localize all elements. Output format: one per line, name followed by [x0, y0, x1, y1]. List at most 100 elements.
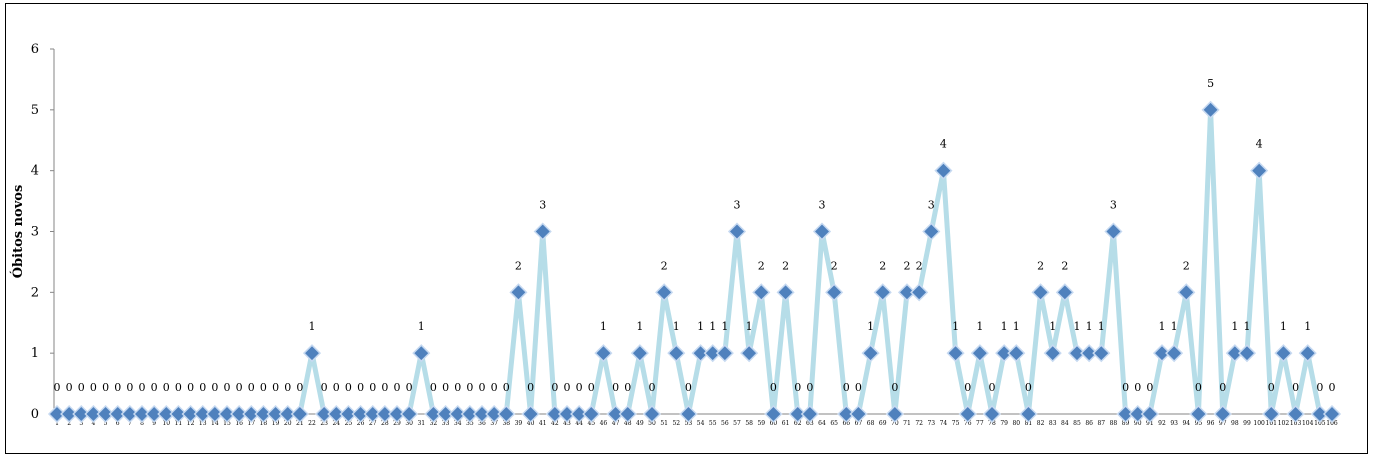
- data-point-marker: [825, 283, 844, 302]
- series-deaths: [54, 107, 1335, 417]
- data-label: 0: [126, 381, 133, 394]
- x-tick-label: 91: [1146, 420, 1154, 427]
- x-tick-label: 86: [1085, 420, 1093, 427]
- data-point-marker: [982, 404, 1002, 424]
- data-point-marker: [776, 283, 795, 302]
- x-tick-label: 87: [1097, 420, 1105, 427]
- data-point-marker: [545, 404, 564, 424]
- data-label: 0: [151, 381, 158, 394]
- data-label: 2: [1061, 259, 1068, 272]
- data-label: 0: [394, 381, 401, 394]
- x-tick-label: 55: [709, 420, 717, 427]
- x-tick-label: 74: [940, 420, 948, 427]
- x-tick-label: 82: [1037, 420, 1045, 427]
- data-point-marker: [278, 404, 297, 424]
- data-label: 1: [1098, 320, 1105, 333]
- data-label: 1: [952, 320, 959, 333]
- data-point-marker: [157, 404, 176, 424]
- data-label: 1: [697, 320, 704, 333]
- x-tick-label: 69: [879, 420, 887, 427]
- data-label: 3: [1110, 199, 1117, 212]
- x-tick-label: 84: [1061, 420, 1069, 427]
- data-point-marker: [703, 344, 722, 363]
- x-tick-label: 41: [539, 420, 547, 427]
- data-label: 0: [1195, 381, 1202, 394]
- x-tick-label: 70: [891, 420, 899, 427]
- x-tick-label: 61: [782, 420, 790, 427]
- data-point-marker: [1128, 404, 1147, 424]
- data-point-marker: [764, 404, 783, 424]
- data-markers: [47, 100, 1342, 424]
- x-tick-label: 63: [806, 420, 814, 427]
- data-point-marker: [630, 344, 649, 363]
- x-tick-label: 67: [855, 420, 863, 427]
- data-label: 0: [66, 381, 73, 394]
- x-tick-label: 17: [247, 420, 255, 427]
- data-label: 0: [199, 381, 206, 394]
- x-tick-label: 57: [733, 420, 741, 427]
- x-tick-label: 10: [162, 420, 170, 427]
- x-tick-label: 92: [1158, 420, 1166, 427]
- x-tick-label: 64: [818, 420, 826, 427]
- x-tick-label: 47: [612, 420, 620, 427]
- x-tick-label: 33: [442, 420, 450, 427]
- x-tick-label: 81: [1025, 420, 1033, 427]
- data-label: 0: [357, 381, 364, 394]
- data-point-marker: [1092, 344, 1111, 363]
- data-label: 0: [794, 381, 801, 394]
- data-point-marker: [1055, 283, 1074, 302]
- x-tick-label: 5: [104, 420, 108, 427]
- series-line: [54, 107, 1335, 417]
- x-tick-label: 99: [1243, 420, 1251, 427]
- data-label: 0: [406, 381, 413, 394]
- x-tick-label: 52: [672, 420, 680, 427]
- data-point-marker: [873, 283, 892, 302]
- data-point-marker: [497, 404, 516, 424]
- data-point-marker: [788, 404, 807, 424]
- data-label: 1: [1171, 320, 1178, 333]
- data-point-marker: [970, 344, 989, 363]
- data-point-marker: [230, 404, 249, 424]
- x-tick-label: 23: [320, 420, 328, 427]
- x-tick-label: 29: [393, 420, 401, 427]
- data-point-marker: [108, 404, 127, 424]
- data-label: 1: [673, 320, 680, 333]
- data-point-marker: [1043, 344, 1062, 363]
- data-label: 0: [211, 381, 218, 394]
- data-label: 0: [843, 381, 850, 394]
- data-point-marker: [205, 404, 224, 424]
- x-tick-label: 98: [1231, 420, 1239, 427]
- data-point-marker: [958, 404, 977, 424]
- data-point-marker: [885, 404, 904, 424]
- data-point-marker: [557, 404, 577, 424]
- data-label: 0: [78, 381, 85, 394]
- data-label: 0: [685, 381, 692, 394]
- data-label: 0: [551, 381, 558, 394]
- x-tick-label: 100: [1253, 420, 1265, 427]
- data-point-marker: [582, 404, 601, 424]
- data-point-marker: [934, 161, 953, 180]
- data-label: 1: [1244, 320, 1251, 333]
- x-tick-label: 48: [624, 420, 632, 427]
- data-label: 0: [381, 381, 388, 394]
- data-label: 0: [1025, 381, 1032, 394]
- data-label: 0: [964, 381, 971, 394]
- data-point-marker: [1152, 344, 1172, 363]
- data-point-marker: [1237, 344, 1257, 363]
- data-label: 1: [976, 320, 983, 333]
- data-point-marker: [715, 344, 734, 363]
- data-point-marker: [424, 404, 443, 424]
- x-tick-label: 20: [284, 420, 292, 427]
- data-point-marker: [72, 404, 91, 424]
- data-label: 0: [345, 381, 352, 394]
- x-tick-label: 65: [830, 420, 838, 427]
- data-label: 0: [430, 381, 437, 394]
- x-tick-label: 28: [381, 420, 389, 427]
- data-point-marker: [655, 283, 674, 302]
- data-label: 0: [1292, 381, 1299, 394]
- data-label: 1: [867, 320, 874, 333]
- x-tick-label: 75: [952, 420, 960, 427]
- data-label: 2: [758, 259, 765, 272]
- data-label: 1: [721, 320, 728, 333]
- data-point-marker: [1201, 100, 1220, 119]
